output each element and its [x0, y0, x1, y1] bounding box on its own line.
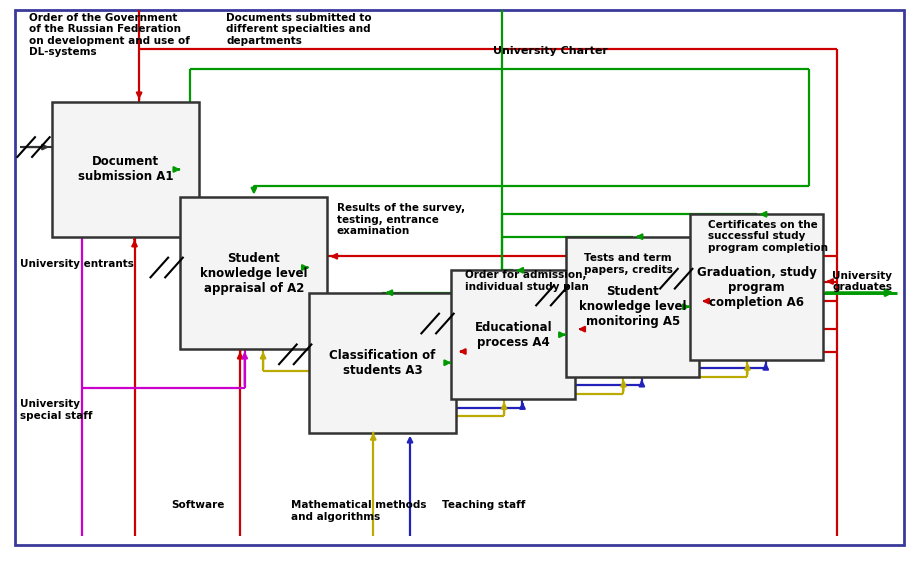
Text: Order of the Government
of the Russian Federation
on development and use of
DL-s: Order of the Government of the Russian F…	[29, 12, 190, 57]
Text: Student
knowledge level
monitoring A5: Student knowledge level monitoring A5	[579, 285, 686, 328]
Text: Document
submission A1: Document submission A1	[77, 155, 173, 184]
Text: Results of the survey,
testing, entrance
examination: Results of the survey, testing, entrance…	[336, 203, 465, 236]
Text: Software: Software	[171, 500, 225, 510]
Text: Mathematical methods
and algorithms: Mathematical methods and algorithms	[291, 500, 426, 521]
Text: Certificates on the
successful study
program completion: Certificates on the successful study pro…	[708, 220, 828, 253]
Bar	[181, 198, 327, 348]
Text: University entrants: University entrants	[19, 259, 134, 269]
Text: Order for admission,
individual study plan: Order for admission, individual study pl…	[465, 270, 589, 292]
Text: Classification of
students A3: Classification of students A3	[330, 348, 436, 377]
Bar	[52, 102, 199, 236]
Text: University Charter: University Charter	[493, 46, 608, 56]
Text: Educational
process A4: Educational process A4	[474, 321, 552, 348]
Bar	[566, 236, 699, 377]
Text: Graduation, study
program
completion A6: Graduation, study program completion A6	[696, 266, 817, 309]
Text: University
special staff: University special staff	[19, 399, 92, 421]
Text: Tests and term
papers, credits: Tests and term papers, credits	[585, 253, 673, 275]
Text: University
graduates: University graduates	[833, 271, 892, 292]
Bar	[690, 215, 823, 360]
Bar	[451, 270, 576, 399]
Bar	[309, 293, 456, 433]
Text: Teaching staff: Teaching staff	[442, 500, 526, 510]
Text: Student
knowledge level
appraisal of A2: Student knowledge level appraisal of A2	[200, 252, 308, 294]
Text: Documents submitted to
different specialties and
departments: Documents submitted to different special…	[227, 12, 372, 46]
